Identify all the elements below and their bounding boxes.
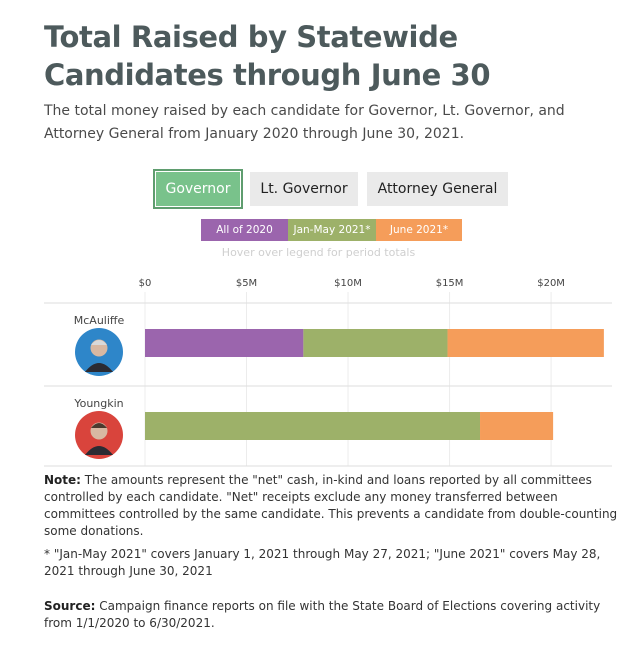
bar-segment [145,329,304,357]
x-tick-label: $0 [139,278,152,289]
legend-item-jan-may-2021[interactable]: Jan-May 2021* [288,219,376,241]
page-title: Total Raised by Statewide Candidates thr… [44,20,491,92]
bar-segment [145,412,481,440]
note-text: The amounts represent the "net" cash, in… [44,473,618,538]
bar-segment [480,412,554,440]
bar-segment [303,329,448,357]
x-tick-label: $15M [436,278,464,289]
footnote: * "Jan-May 2021" covers January 1, 2021 … [44,547,601,578]
candidate-name: McAuliffe [74,314,125,327]
source-text: Campaign finance reports on file with th… [44,599,601,630]
source-label: Source: [44,599,96,613]
candidate-name: Youngkin [73,397,123,410]
tab-attorney-general[interactable]: Attorney General [367,172,508,206]
bar-segment [447,329,604,357]
avatar-hair [91,423,107,428]
office-tabs: Governor Lt. Governor Attorney General [0,169,637,209]
avatar-shoulders [85,446,113,455]
stacked-bar-chart: $0 $5M $10M $15M $20M McAuliffe Youngkin [44,278,612,467]
tab-lt-governor[interactable]: Lt. Governor [250,172,358,206]
avatar-hair [91,340,107,345]
x-tick-label: $10M [334,278,362,289]
source-note: Source: Campaign finance reports on file… [44,598,624,632]
legend-item-june-2021[interactable]: June 2021* [376,219,462,241]
x-tick-label: $20M [537,278,565,289]
avatar-shoulders [85,363,113,372]
tab-governor[interactable]: Governor [153,169,243,209]
x-tick-label: $5M [236,278,257,289]
legend-item-2020[interactable]: All of 2020 [201,219,288,241]
page-subtitle: The total money raised by each candidate… [44,103,565,142]
note: Note: The amounts represent the "net" ca… [44,472,624,540]
legend-hint: Hover over legend for period totals [221,246,416,259]
note-label: Note: [44,473,81,487]
